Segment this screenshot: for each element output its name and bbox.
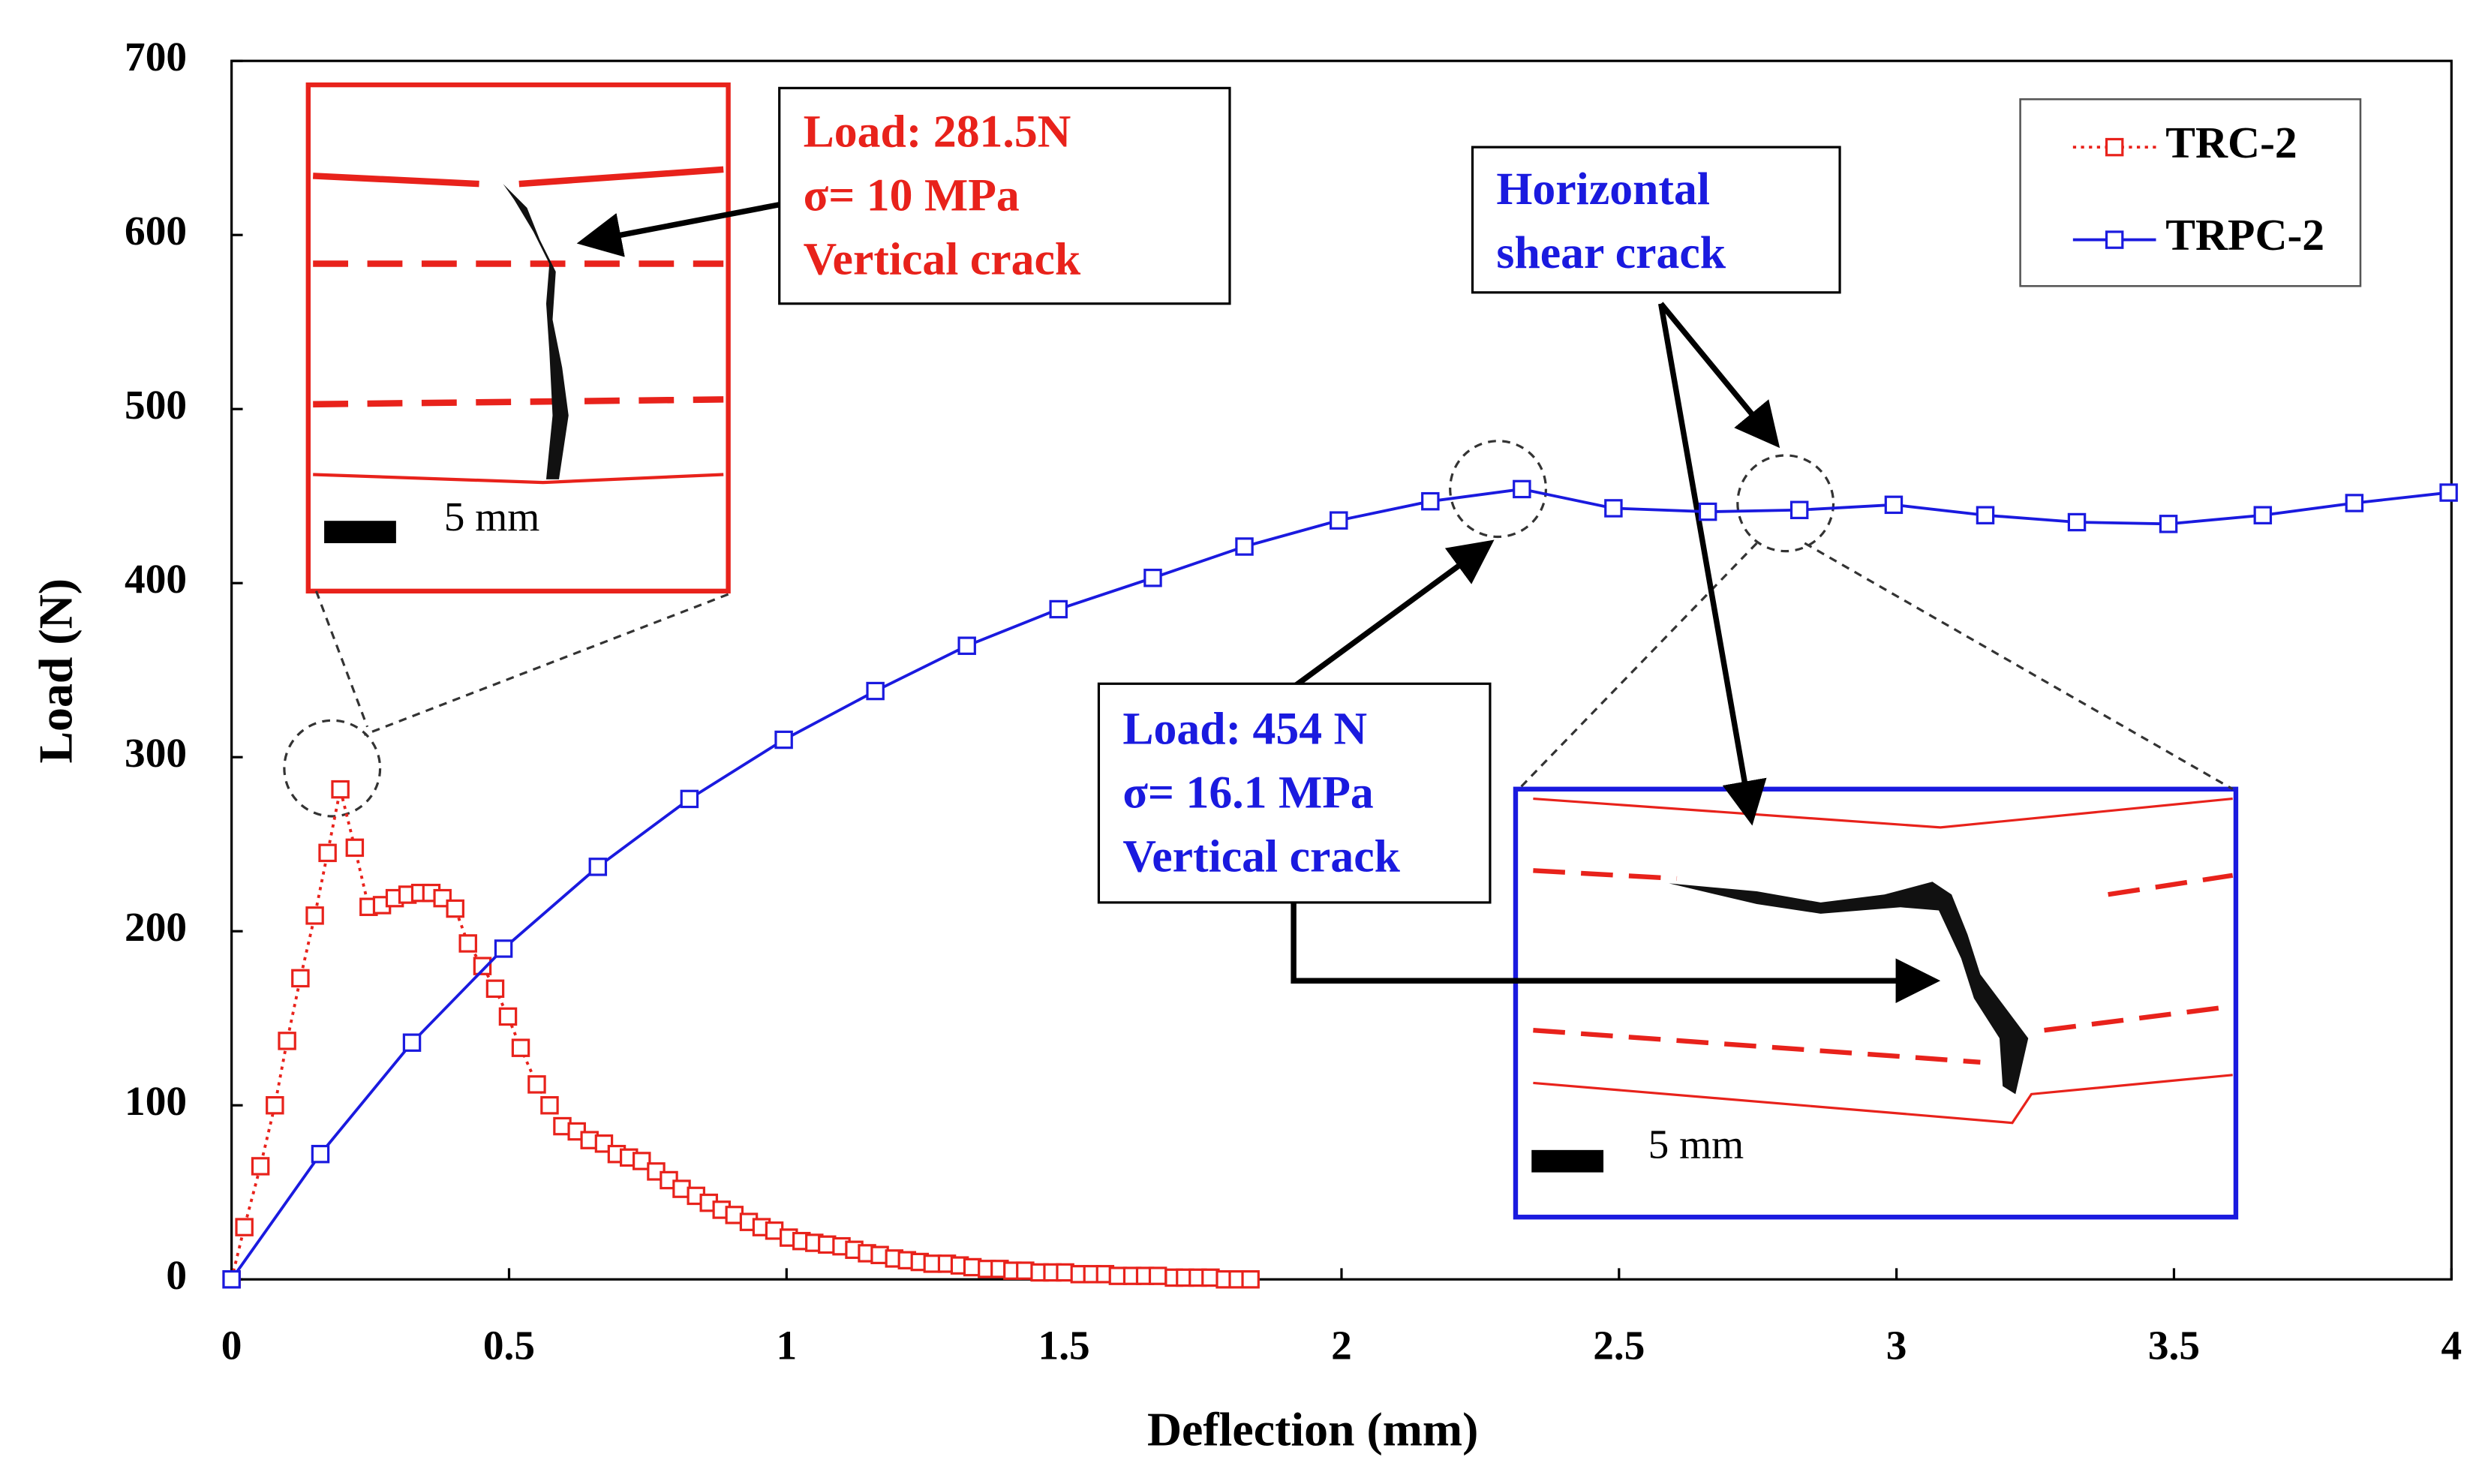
marker bbox=[540, 1096, 559, 1115]
x-tick-label: 1.5 bbox=[1038, 1323, 1090, 1368]
marker bbox=[291, 969, 310, 988]
marker bbox=[1789, 500, 1809, 520]
marker bbox=[866, 681, 885, 701]
inset-image bbox=[305, 82, 731, 594]
marker bbox=[485, 979, 505, 999]
marker bbox=[222, 1270, 241, 1289]
marker bbox=[2253, 506, 2273, 524]
marker bbox=[473, 957, 492, 975]
marker bbox=[1148, 1266, 1167, 1285]
x-tick-label: 4 bbox=[2441, 1323, 2462, 1368]
marker bbox=[588, 858, 608, 876]
x-tick-label: 0 bbox=[221, 1323, 242, 1368]
marker bbox=[527, 1075, 546, 1094]
marker bbox=[318, 843, 337, 863]
marker bbox=[1604, 499, 1623, 518]
marker bbox=[331, 780, 350, 799]
marker bbox=[1698, 502, 1717, 521]
x-tick-label: 1 bbox=[776, 1323, 797, 1368]
marker bbox=[266, 1096, 284, 1115]
marker bbox=[774, 730, 793, 750]
annotation-text: Vertical crack bbox=[1122, 831, 1400, 882]
x-tick-label: 2.5 bbox=[1593, 1323, 1645, 1368]
y-tick-label: 500 bbox=[125, 382, 187, 428]
y-axis-label: Load (N) bbox=[29, 578, 83, 764]
marker bbox=[957, 636, 976, 655]
x-tick-label: 2 bbox=[1331, 1323, 1352, 1368]
annotation-text: shear crack bbox=[1496, 227, 1726, 278]
marker bbox=[345, 838, 365, 858]
x-axis-label: Deflection (mm) bbox=[1147, 1402, 1478, 1455]
y-tick-label: 600 bbox=[125, 208, 187, 254]
legend-marker bbox=[2105, 230, 2124, 249]
marker bbox=[402, 1033, 422, 1052]
marker bbox=[2159, 515, 2178, 533]
annotation-box bbox=[1097, 682, 1492, 904]
annotation-text: Vertical crack bbox=[804, 234, 1081, 285]
annotation-text: σ= 10 MPa bbox=[804, 170, 1020, 221]
marker bbox=[680, 789, 699, 809]
y-tick-label: 200 bbox=[125, 904, 187, 950]
marker bbox=[1235, 537, 1254, 556]
legend-box bbox=[2019, 98, 2362, 287]
marker bbox=[1421, 491, 1440, 511]
y-tick-label: 100 bbox=[125, 1078, 187, 1124]
marker bbox=[458, 934, 477, 953]
marker bbox=[1241, 1270, 1260, 1289]
marker bbox=[494, 939, 513, 958]
marker bbox=[446, 899, 464, 918]
marker bbox=[1513, 479, 1531, 499]
y-tick-label: 300 bbox=[125, 730, 187, 776]
y-tick-label: 700 bbox=[125, 34, 187, 80]
marker bbox=[511, 1038, 530, 1057]
annotation-text: σ= 16.1 MPa bbox=[1122, 768, 1373, 819]
marker bbox=[311, 1144, 330, 1164]
marker bbox=[251, 1157, 270, 1176]
marker bbox=[278, 1032, 296, 1050]
marker bbox=[498, 1007, 518, 1026]
marker bbox=[2067, 512, 2087, 532]
annotation-text: Load: 454 N bbox=[1122, 703, 1367, 754]
x-tick-label: 3 bbox=[1886, 1323, 1907, 1368]
legend-marker bbox=[2105, 137, 2124, 157]
marker bbox=[1330, 511, 1348, 530]
arrow bbox=[576, 202, 1941, 1004]
annotation-text: Load: 281.5N bbox=[804, 106, 1071, 157]
marker bbox=[1143, 569, 1162, 587]
annotation-box bbox=[1471, 146, 1841, 294]
annotation-text: Horizontal bbox=[1496, 164, 1710, 215]
marker bbox=[633, 1152, 651, 1170]
x-tick-label: 0.5 bbox=[483, 1323, 535, 1368]
marker bbox=[305, 906, 324, 925]
scale-label: 5 mm bbox=[444, 494, 540, 539]
y-tick-label: 0 bbox=[166, 1252, 187, 1298]
marker bbox=[235, 1218, 254, 1236]
scale-label: 5 mm bbox=[1648, 1121, 1744, 1167]
marker bbox=[1884, 495, 1904, 515]
marker bbox=[2345, 494, 2364, 512]
callout bbox=[283, 440, 2234, 818]
annotation-box bbox=[778, 86, 1231, 305]
x-tick-label: 3.5 bbox=[2148, 1323, 2200, 1368]
marker bbox=[1049, 599, 1068, 619]
y-tick-label: 400 bbox=[125, 556, 187, 602]
legend-label: TRPC-2 bbox=[2165, 210, 2324, 260]
legend-label: TRC-2 bbox=[2165, 118, 2297, 167]
marker bbox=[1976, 506, 1995, 524]
marker bbox=[2439, 483, 2458, 502]
inset-image bbox=[1513, 786, 2239, 1220]
